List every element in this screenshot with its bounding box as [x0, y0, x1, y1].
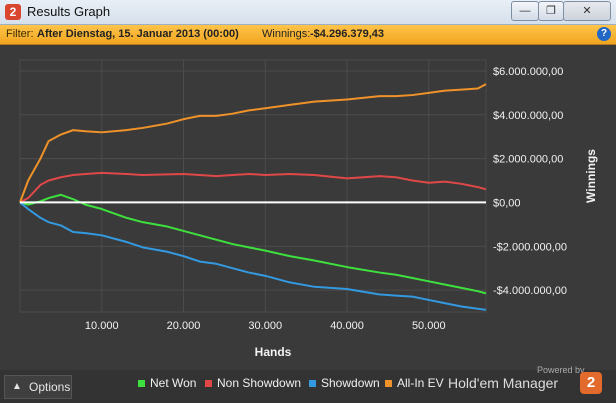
- x-tick-label: 30.000: [248, 320, 282, 332]
- legend-label-net-won: Net Won: [150, 376, 197, 390]
- results-chart: $6.000.000,00 $4.000.000,00 $2.000.000,00 $…: [19, 59, 598, 359]
- filter-bar: Filter: After Dienstag, 15. Januar 2013 …: [0, 25, 616, 45]
- chart-area: $6.000.000,00 $4.000.000,00 $2.000.000,00 $…: [0, 45, 616, 370]
- legend-non-showdown: Non Showdown: [205, 376, 301, 390]
- y-tick-label: $2.000.000,00: [493, 154, 563, 166]
- x-axis-title: Hands: [255, 345, 292, 359]
- options-label: Options: [29, 380, 71, 394]
- series-line-net-won: [19, 193, 487, 295]
- x-tick-label: 20.000: [167, 320, 201, 332]
- legend-label-showdown: Showdown: [321, 376, 380, 390]
- legend-label-all-in-ev: All-In EV: [397, 376, 444, 390]
- powered-by-text: Powered by: [537, 365, 585, 375]
- window-title: Results Graph: [27, 4, 111, 19]
- app-logo-icon: 2: [5, 4, 21, 20]
- x-tick-label: 10.000: [85, 320, 119, 332]
- y-tick-label: $6.000.000,00: [493, 66, 563, 78]
- title-bar[interactable]: 2 Results Graph — ❐ ✕: [0, 0, 616, 25]
- minimize-button[interactable]: —: [511, 1, 539, 21]
- y-axis-title: Winnings: [584, 149, 598, 203]
- legend-showdown: Showdown: [309, 376, 380, 390]
- restore-button[interactable]: ❐: [538, 1, 564, 21]
- series-line-showdown: [19, 201, 487, 311]
- legend-all-in-ev: All-In EV: [385, 376, 444, 390]
- options-button[interactable]: ▲ Options: [4, 375, 72, 399]
- y-tick-label: -$4.000.000,00: [493, 285, 567, 297]
- brand-name: Hold'em Manager: [448, 375, 559, 391]
- x-tick-label: 50.000: [412, 320, 446, 332]
- series-line-all-in-ev: [19, 83, 487, 203]
- y-tick-label: -$2.000.000,00: [493, 241, 567, 253]
- close-button[interactable]: ✕: [563, 1, 611, 21]
- bottom-bar: ▲ Options Net Won Non Showdown Showdown …: [0, 365, 616, 403]
- chevron-up-icon: ▲: [12, 381, 22, 392]
- filter-prefix: Filter:: [6, 28, 34, 40]
- legend-swatch-showdown: [309, 380, 316, 387]
- winnings-label: Winnings:: [262, 28, 311, 40]
- legend-swatch-non-showdown: [205, 380, 212, 387]
- legend-swatch-net-won: [138, 380, 145, 387]
- brand-logo-icon: 2: [580, 372, 602, 394]
- y-tick-label: $4.000.000,00: [493, 110, 563, 122]
- legend-swatch-all-in-ev: [385, 380, 392, 387]
- series-line-non-showdown: [19, 171, 487, 204]
- help-icon[interactable]: ?: [597, 27, 611, 41]
- legend-label-non-showdown: Non Showdown: [217, 376, 302, 390]
- y-tick-label: $0,00: [493, 197, 521, 209]
- filter-name: After Dienstag, 15. Januar 2013 (00:00): [37, 28, 239, 40]
- legend-net-won: Net Won: [138, 376, 196, 390]
- x-tick-label: 40.000: [330, 320, 364, 332]
- plot-background: [19, 59, 487, 313]
- winnings-value: -$4.296.379,43: [310, 28, 385, 40]
